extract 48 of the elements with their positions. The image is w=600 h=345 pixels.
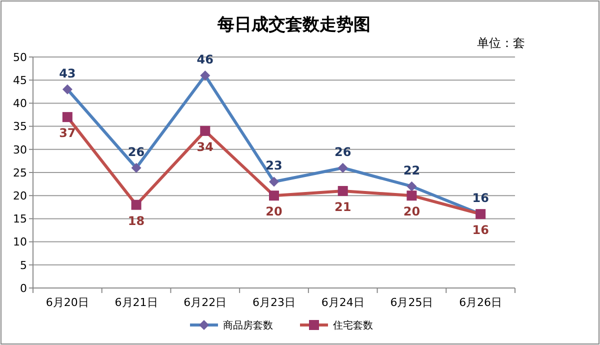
data-label: 46: [196, 52, 214, 66]
data-label: 16: [472, 223, 489, 238]
point: [269, 190, 279, 201]
data-label: 22: [403, 163, 420, 178]
data-label: 18: [128, 214, 145, 228]
point: [338, 186, 348, 196]
point: [338, 162, 348, 173]
legend-label: 商品房套数: [223, 320, 273, 332]
data-label: 34: [196, 140, 214, 154]
x-tick-label: 6月25日: [390, 296, 434, 309]
data-label: 37: [59, 126, 76, 140]
y-tick-label: 20: [13, 189, 27, 202]
point: [62, 112, 72, 122]
y-tick-label: 30: [13, 143, 27, 156]
point: [62, 84, 72, 94]
y-tick-label: 0: [20, 282, 27, 295]
point: [406, 190, 417, 201]
x-tick-label: 6月26日: [459, 296, 502, 309]
point: [131, 200, 142, 210]
x-tick-label: 6月22日: [184, 296, 227, 309]
legend-label: 住宅套数: [333, 320, 373, 332]
data-label: 21: [334, 200, 352, 214]
x-tick-label: 6月24日: [321, 296, 364, 309]
y-tick-label: 35: [13, 120, 27, 134]
point: [200, 70, 210, 80]
data-label: 23: [266, 158, 282, 173]
y-tick-label: 10: [13, 236, 27, 249]
chart-title: 每日成交套数走势图: [216, 15, 370, 35]
data-label: 20: [403, 204, 420, 219]
y-tick-label: 25: [13, 166, 27, 180]
data-label: 43: [59, 66, 76, 80]
y-tick-label: 15: [13, 212, 27, 226]
data-label: 16: [472, 191, 489, 206]
y-tick-label: 5: [20, 258, 27, 272]
x-tick-label: 6月23日: [252, 296, 296, 309]
y-tick-label: 50: [13, 50, 27, 64]
point: [406, 181, 417, 192]
x-tick-label: 6月20日: [46, 296, 89, 309]
point: [200, 126, 210, 136]
text: 单位：套: [477, 36, 525, 50]
y-tick-label: 40: [13, 97, 27, 110]
point: [269, 176, 279, 187]
x-tick-label: 6月21日: [114, 296, 158, 309]
data-label: 26: [334, 144, 352, 159]
data-label: 20: [266, 204, 282, 219]
data-label: 26: [128, 144, 145, 159]
y-tick-label: 45: [13, 74, 27, 87]
point: [131, 162, 142, 173]
